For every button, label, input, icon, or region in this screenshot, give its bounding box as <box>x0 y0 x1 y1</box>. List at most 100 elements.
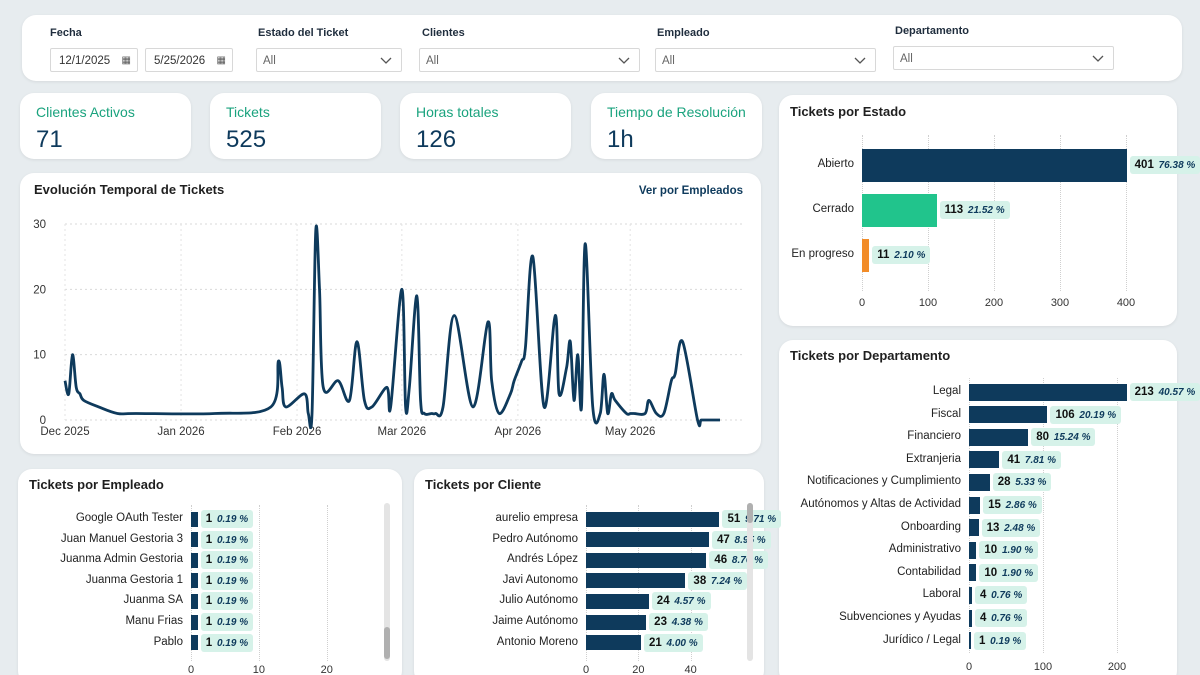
bar[interactable] <box>969 406 1048 424</box>
x-gridline <box>969 378 970 653</box>
bar[interactable] <box>191 511 198 527</box>
bar[interactable] <box>862 238 870 272</box>
cliente-scrollbar-thumb[interactable] <box>747 503 753 523</box>
x-tick-label: 300 <box>1050 297 1070 309</box>
empleado-dropdown[interactable]: All <box>655 48 876 72</box>
category-label: Antonio Moreno <box>496 635 578 648</box>
category-label: Juanma SA <box>123 594 183 607</box>
data-label: 46 8.76 % <box>709 551 769 570</box>
departamento-dropdown[interactable]: All <box>893 46 1114 70</box>
data-label-percent: 76.38 % <box>1155 160 1196 171</box>
x-tick-label: Feb 2026 <box>273 426 322 438</box>
data-label: 1 0.19 % <box>200 571 254 590</box>
data-label-percent: 0.19 % <box>214 514 249 525</box>
bar[interactable] <box>191 635 198 651</box>
kpi-card-horas: Horas totales 126 <box>400 93 571 159</box>
filter-label-fecha: Fecha <box>50 27 82 39</box>
cliente-chart: 0 20 40 aurelio empresa 51 9.71 % Pedro Autón… <box>414 469 782 675</box>
bar[interactable] <box>969 564 977 582</box>
bar[interactable] <box>586 635 641 651</box>
calendar-icon: ▦ <box>121 55 131 66</box>
data-label: 13 2.48 % <box>981 518 1041 537</box>
kpi-value: 525 <box>226 126 267 153</box>
bar[interactable] <box>586 593 649 609</box>
bar[interactable] <box>969 586 972 604</box>
bar[interactable] <box>191 593 198 609</box>
data-label-value: 46 <box>714 554 728 567</box>
bar[interactable] <box>586 552 707 568</box>
y-tick-label: 20 <box>33 284 46 296</box>
x-gridline <box>1060 135 1061 291</box>
bar[interactable] <box>969 519 979 537</box>
bar[interactable] <box>969 541 977 559</box>
filter-label-empleado: Empleado <box>657 27 710 39</box>
bar[interactable] <box>586 511 720 527</box>
data-label-value: 1 <box>205 533 213 546</box>
bar[interactable] <box>862 148 1127 182</box>
bar[interactable] <box>191 532 198 548</box>
data-label: 41 7.81 % <box>1002 450 1062 469</box>
bar[interactable] <box>586 614 647 630</box>
data-label-value: 23 <box>654 616 667 628</box>
estado-dropdown[interactable]: All <box>256 48 402 72</box>
date-end-input[interactable]: 5/25/2026 ▦ <box>145 48 233 72</box>
bar[interactable] <box>969 383 1127 401</box>
bar[interactable] <box>969 609 972 627</box>
clientes-dropdown[interactable]: All <box>419 48 640 72</box>
bar[interactable] <box>969 451 1000 469</box>
category-label: Notificaciones y Cumplimiento <box>806 475 961 488</box>
bar[interactable] <box>969 428 1029 446</box>
series-line-tickets <box>63 224 720 430</box>
category-label: Cerrado <box>812 203 854 215</box>
departamento-title: Tickets por Departamento <box>790 348 951 363</box>
data-label: 213 40.57 % <box>1129 383 1200 401</box>
data-label-percent: 0.19 % <box>214 555 249 567</box>
kpi-label: Clientes Activos <box>36 104 135 120</box>
x-tick-label: 100 <box>918 297 938 309</box>
data-label: 106 20.19 % <box>1050 405 1122 424</box>
date-start-input[interactable]: 12/1/2025 ▦ <box>50 48 138 72</box>
bar[interactable] <box>586 532 709 548</box>
data-label-value: 106 <box>1055 408 1075 421</box>
y-tick-label: 0 <box>40 415 46 427</box>
bar[interactable] <box>586 573 686 589</box>
bar[interactable] <box>191 614 198 630</box>
category-label: Jurídico / Legal <box>883 633 961 646</box>
category-label: Juanma Admin Gestoria <box>60 553 183 566</box>
bar[interactable] <box>969 473 990 491</box>
data-label-value: 1 <box>205 616 213 628</box>
data-label-percent: 0.19 % <box>214 596 249 608</box>
data-label-value: 47 <box>716 533 730 546</box>
timeline-title: Evolución Temporal de Tickets <box>34 182 225 197</box>
kpi-label: Tiempo de Resolución <box>607 104 746 120</box>
data-label: 21 4.00 % <box>643 633 703 652</box>
data-label-percent: 2.86 % <box>1002 500 1037 511</box>
chevron-down-icon <box>618 57 630 64</box>
empleado-scrollbar-thumb[interactable] <box>384 627 390 659</box>
data-label: 1 0.19 % <box>200 551 254 570</box>
cliente-title: Tickets por Cliente <box>425 477 542 492</box>
data-label-percent: 0.19 % <box>214 534 249 546</box>
x-tick-label: 0 <box>965 661 973 673</box>
bar[interactable] <box>862 193 937 227</box>
bar[interactable] <box>191 573 198 589</box>
x-gridline <box>258 505 260 661</box>
empleado-scrollbar[interactable] <box>384 503 390 661</box>
chevron-down-icon <box>1092 55 1104 62</box>
data-label-value: 15 <box>988 499 1001 511</box>
bar[interactable] <box>969 632 971 650</box>
data-label-percent: 4.00 % <box>663 637 698 649</box>
category-label: Legal <box>932 385 961 397</box>
bar[interactable] <box>191 552 198 568</box>
data-label-percent: 0.19 % <box>214 617 249 628</box>
data-label: 113 21.52 % <box>939 201 1010 219</box>
ver-por-empleados-link[interactable]: Ver por Empleados <box>638 185 743 197</box>
data-label-value: 4 <box>979 589 987 602</box>
category-label: Google OAuth Tester <box>75 512 183 524</box>
kpi-value: 71 <box>36 126 63 153</box>
cliente-scrollbar[interactable] <box>747 503 753 661</box>
bar[interactable] <box>969 496 981 514</box>
data-label: 1 0.19 % <box>200 592 254 611</box>
data-label-percent: 0.19 % <box>987 635 1022 647</box>
kpi-card-clientes: Clientes Activos 71 <box>20 93 191 159</box>
